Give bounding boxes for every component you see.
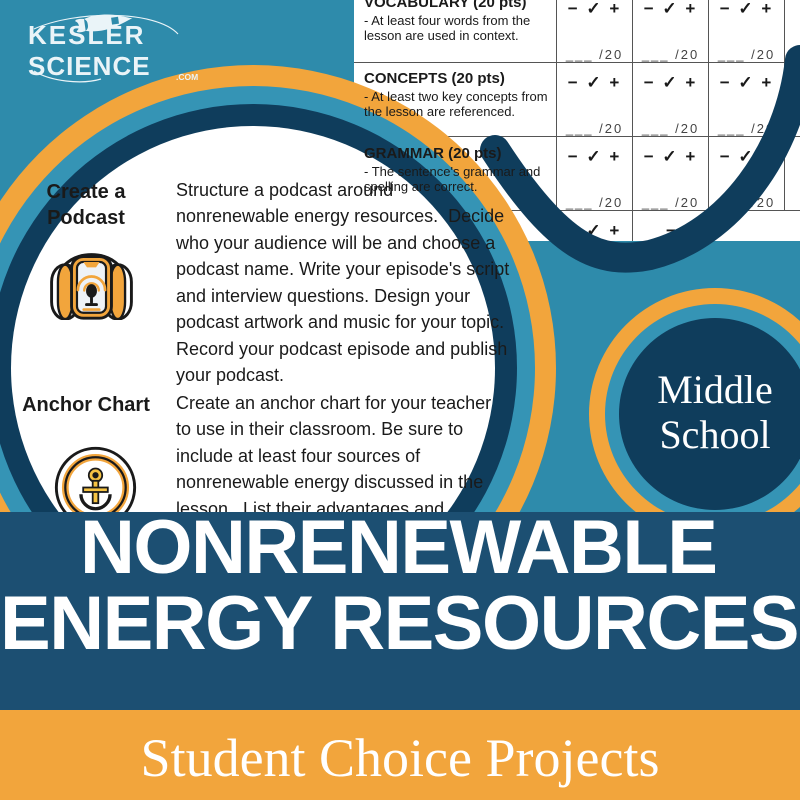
svg-text:.COM: .COM [176,72,198,82]
